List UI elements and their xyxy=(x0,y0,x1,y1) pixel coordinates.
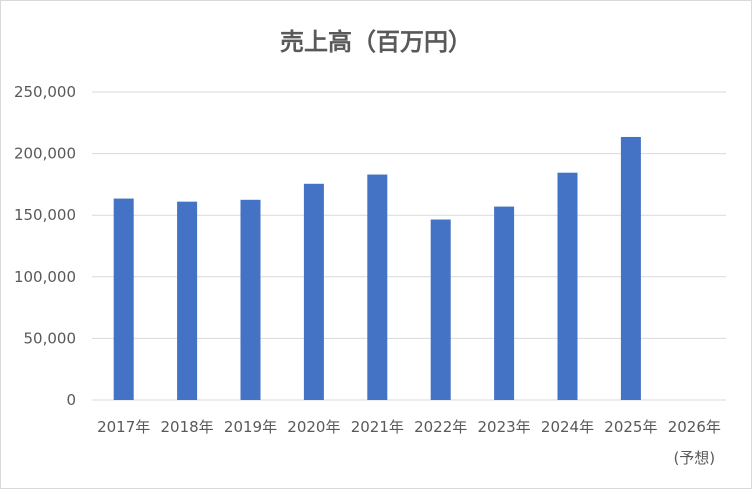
chart-title: 売上高（百万円） xyxy=(280,28,472,56)
y-tick-label: 0 xyxy=(66,391,76,409)
x-tick-sublabel: (予想) xyxy=(673,449,715,467)
x-tick-label: 2021年 xyxy=(351,418,404,436)
y-tick-label: 250,000 xyxy=(14,83,76,101)
bar xyxy=(113,198,134,400)
bar xyxy=(494,206,515,400)
x-tick-label: 2023年 xyxy=(478,418,531,436)
bar xyxy=(557,172,578,400)
x-tick-label: 2017年 xyxy=(97,418,150,436)
x-tick-label: 2022年 xyxy=(414,418,467,436)
y-tick-label: 50,000 xyxy=(24,329,77,347)
x-tick-label: 2025年 xyxy=(604,418,657,436)
bar xyxy=(367,174,388,400)
x-tick-label: 2018年 xyxy=(161,418,214,436)
y-tick-label: 150,000 xyxy=(14,206,76,224)
x-tick-label: 2024年 xyxy=(541,418,594,436)
x-tick-label: 2019年 xyxy=(224,418,277,436)
bar xyxy=(620,136,641,400)
x-tick-label: 2026年 xyxy=(668,418,721,436)
bar xyxy=(240,199,261,400)
x-tick-label: 2020年 xyxy=(287,418,340,436)
bar xyxy=(430,219,451,400)
bar xyxy=(303,183,324,400)
y-tick-label: 200,000 xyxy=(14,145,76,163)
y-tick-label: 100,000 xyxy=(14,268,76,286)
bar xyxy=(177,201,198,400)
